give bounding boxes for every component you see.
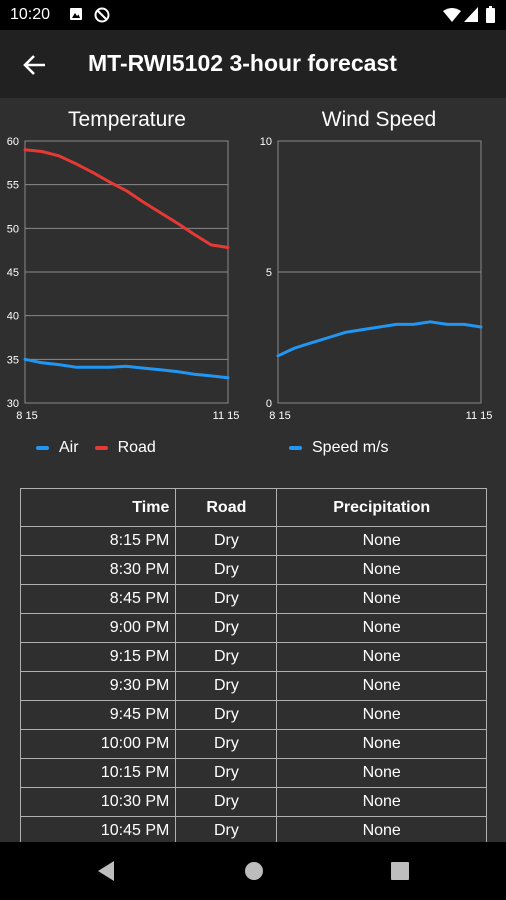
cell-road: Dry [175, 613, 278, 643]
y-tick-label: 10 [260, 136, 272, 148]
cell-time: 10:45 PM [19, 816, 177, 842]
y-tick-label: 40 [7, 311, 19, 323]
signal-icon [464, 7, 478, 22]
series-line-road [23, 148, 230, 249]
legend-item-air: Air [36, 439, 79, 457]
photo-icon [70, 8, 82, 20]
wind-chart-title: Wind Speed [321, 108, 437, 131]
cell-time: 8:30 PM [19, 555, 177, 585]
y-tick-label: 50 [7, 223, 19, 235]
cell-road: Dry [175, 729, 278, 759]
home-circle-icon[interactable] [241, 858, 267, 884]
legend-item-road: Road [94, 439, 156, 457]
back-button[interactable] [14, 44, 56, 86]
temperature-legend: Air Road [36, 439, 172, 457]
cell-road: Dry [175, 584, 278, 614]
cell-precipitation: None [276, 816, 487, 842]
cell-precipitation: None [276, 758, 487, 788]
legend-swatch-air [36, 446, 49, 450]
y-tick-label: 30 [7, 398, 19, 410]
cell-time: 8:45 PM [19, 584, 177, 614]
forecast-table: Time Road Precipitation 8:15 PM Dry None 8… [19, 488, 487, 842]
cell-time: 10:15 PM [19, 758, 177, 788]
header-precipitation: Precipitation [276, 488, 487, 527]
cell-precipitation: None [276, 729, 487, 759]
wind-chart: 10 5 0 8 15 11 15 [260, 136, 493, 422]
table-row: 10:45 PM Dry None [19, 816, 487, 842]
page-title: MT-RWI5102 3-hour forecast [88, 50, 397, 76]
x-tick-label: 8 15 [269, 410, 290, 422]
cell-precipitation: None [276, 787, 487, 817]
wifi-icon [443, 8, 461, 22]
table-row: 9:30 PM Dry None [19, 671, 487, 701]
cell-road: Dry [175, 526, 278, 556]
app-bar: MT-RWI5102 3-hour forecast [0, 30, 506, 98]
legend-label-road: Road [117, 439, 156, 456]
y-tick-label: 45 [7, 267, 19, 279]
legend-label-air: Air [59, 439, 79, 456]
cell-time: 10:00 PM [19, 729, 177, 759]
cell-road: Dry [175, 787, 278, 817]
cell-precipitation: None [276, 526, 487, 556]
cell-time: 9:15 PM [19, 642, 177, 672]
series-line-speed-m-s [276, 320, 483, 358]
legend-swatch-road [94, 446, 108, 450]
no-disturb-icon [94, 7, 110, 23]
cell-precipitation: None [276, 700, 487, 730]
battery-icon [486, 6, 495, 23]
status-bar: 10:20 [0, 0, 506, 30]
table-row: 10:00 PM Dry None [19, 729, 487, 759]
legend-swatch-speed [289, 446, 302, 450]
cell-time: 8:15 PM [19, 526, 177, 556]
cell-precipitation: None [276, 642, 487, 672]
navigation-bar [0, 842, 506, 900]
cell-road: Dry [175, 700, 278, 730]
temperature-chart: 60 55 50 45 40 35 30 8 15 11 15 [7, 136, 240, 422]
temperature-chart-title: Temperature [68, 108, 186, 131]
y-tick-label: 60 [7, 136, 19, 148]
table-row: 9:45 PM Dry None [19, 700, 487, 730]
table-row: 9:15 PM Dry None [19, 642, 487, 672]
cell-time: 9:45 PM [19, 700, 177, 730]
series-line-air [23, 357, 230, 380]
cell-time: 9:30 PM [19, 671, 177, 701]
legend-label-speed: Speed m/s [312, 439, 389, 456]
y-tick-label: 5 [266, 267, 272, 279]
table-header-row: Time Road Precipitation [19, 488, 487, 527]
header-time: Time [19, 488, 177, 527]
x-tick-label: 11 15 [213, 410, 240, 422]
cell-road: Dry [175, 642, 278, 672]
cell-precipitation: None [276, 671, 487, 701]
x-tick-label: 11 15 [466, 410, 493, 422]
cell-road: Dry [175, 816, 278, 842]
cell-road: Dry [175, 555, 278, 585]
cell-precipitation: None [276, 555, 487, 585]
cell-precipitation: None [276, 613, 487, 643]
table-row: 8:45 PM Dry None [19, 584, 487, 614]
back-arrow-icon [23, 55, 45, 75]
header-road: Road [175, 488, 278, 527]
cell-road: Dry [175, 758, 278, 788]
cell-time: 9:00 PM [19, 613, 177, 643]
cell-road: Dry [175, 671, 278, 701]
y-tick-label: 35 [7, 354, 19, 366]
recents-square-icon[interactable] [387, 858, 413, 884]
y-tick-label: 0 [266, 398, 272, 410]
back-triangle-icon[interactable] [94, 858, 120, 884]
forecast-content[interactable]: Temperature 60 55 50 45 40 35 30 8 15 11 15 Air… [0, 98, 506, 842]
legend-item-speed: Speed m/s [289, 439, 388, 457]
cell-precipitation: None [276, 584, 487, 614]
cell-time: 10:30 PM [19, 787, 177, 817]
table-row: 10:15 PM Dry None [19, 758, 487, 788]
wind-legend: Speed m/s [289, 439, 404, 457]
x-tick-label: 8 15 [16, 410, 37, 422]
table-row: 8:15 PM Dry None [19, 526, 487, 556]
y-tick-label: 55 [7, 180, 19, 192]
table-row: 8:30 PM Dry None [19, 555, 487, 585]
status-time: 10:20 [10, 6, 51, 23]
table-row: 9:00 PM Dry None [19, 613, 487, 643]
table-row: 10:30 PM Dry None [19, 787, 487, 817]
